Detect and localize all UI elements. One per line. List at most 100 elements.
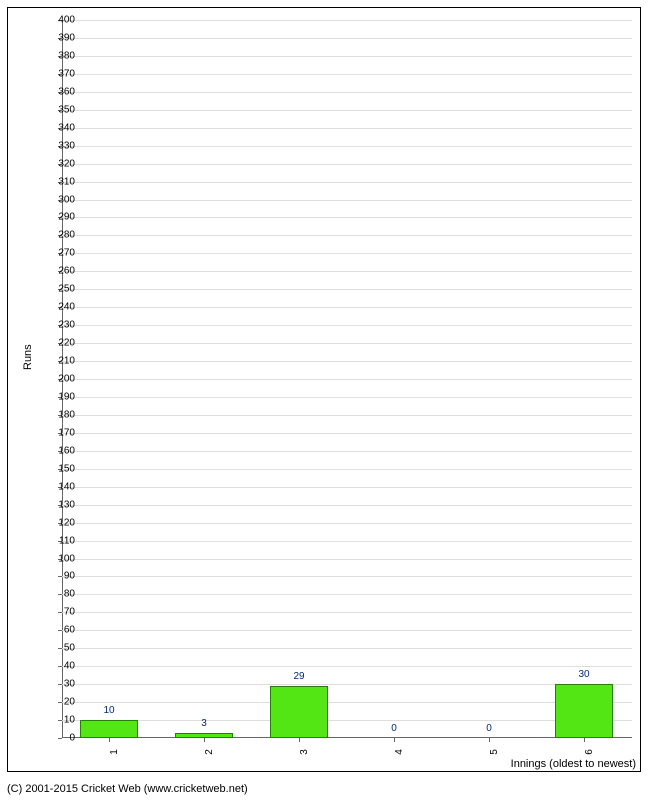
grid-line [62, 289, 632, 290]
y-tick-label: 0 [69, 733, 75, 744]
y-tick-label: 110 [59, 535, 75, 546]
y-tick-label: 320 [58, 158, 75, 169]
bar [555, 684, 613, 738]
x-tick-label: 6 [584, 749, 595, 755]
y-tick-mark [58, 576, 62, 577]
y-tick-label: 230 [58, 320, 75, 331]
grid-line [62, 487, 632, 488]
y-tick-label: 280 [58, 230, 75, 241]
grid-line [62, 523, 632, 524]
grid-line [62, 110, 632, 111]
y-tick-label: 30 [64, 679, 75, 690]
y-tick-mark [58, 666, 62, 667]
x-tick-label: 5 [489, 749, 500, 755]
x-tick-mark [489, 738, 490, 742]
x-tick-label: 2 [204, 749, 215, 755]
copyright-text: (C) 2001-2015 Cricket Web (www.cricketwe… [7, 783, 248, 795]
x-tick-mark [299, 738, 300, 742]
x-tick-label: 1 [109, 749, 120, 755]
grid-line [62, 307, 632, 308]
y-tick-label: 170 [58, 427, 75, 438]
y-tick-mark [58, 612, 62, 613]
y-tick-mark [58, 630, 62, 631]
grid-line [62, 702, 632, 703]
grid-line [62, 505, 632, 506]
grid-line [62, 182, 632, 183]
y-tick-label: 390 [58, 32, 75, 43]
grid-line [62, 379, 632, 380]
y-tick-mark [58, 702, 62, 703]
y-tick-label: 220 [58, 338, 75, 349]
y-tick-label: 90 [64, 571, 75, 582]
grid-line [62, 56, 632, 57]
x-tick-mark [394, 738, 395, 742]
grid-line [62, 684, 632, 685]
y-tick-label: 150 [58, 463, 75, 474]
grid-line [62, 38, 632, 39]
grid-line [62, 325, 632, 326]
x-tick-mark [584, 738, 585, 742]
y-tick-mark [58, 594, 62, 595]
x-tick-mark [204, 738, 205, 742]
y-tick-label: 130 [58, 499, 75, 510]
grid-line [62, 217, 632, 218]
y-tick-label: 200 [58, 374, 75, 385]
x-tick-label: 4 [394, 749, 405, 755]
grid-line [62, 541, 632, 542]
bar-value-label: 30 [578, 669, 589, 680]
y-tick-mark [58, 738, 62, 739]
y-tick-label: 290 [58, 212, 75, 223]
y-tick-label: 10 [64, 715, 75, 726]
y-tick-label: 380 [58, 50, 75, 61]
y-tick-label: 360 [58, 86, 75, 97]
grid-line [62, 666, 632, 667]
grid-line [62, 164, 632, 165]
grid-line [62, 200, 632, 201]
bar-value-label: 0 [391, 723, 397, 734]
y-tick-label: 120 [58, 517, 75, 528]
y-tick-label: 400 [58, 15, 75, 26]
x-tick-mark [109, 738, 110, 742]
y-tick-mark [58, 720, 62, 721]
y-tick-label: 100 [58, 553, 75, 564]
y-tick-label: 180 [58, 409, 75, 420]
y-tick-mark [58, 684, 62, 685]
x-axis-line [62, 737, 632, 738]
y-tick-label: 80 [64, 589, 75, 600]
grid-line [62, 612, 632, 613]
grid-line [62, 128, 632, 129]
grid-line [62, 343, 632, 344]
y-tick-label: 370 [58, 68, 75, 79]
y-axis-title: Runs [22, 344, 34, 370]
grid-line [62, 253, 632, 254]
plot-area: 101322930405306 [62, 20, 632, 738]
bar-value-label: 29 [293, 671, 304, 682]
y-tick-label: 20 [64, 697, 75, 708]
y-tick-label: 300 [58, 194, 75, 205]
y-tick-label: 260 [58, 266, 75, 277]
grid-line [62, 433, 632, 434]
grid-line [62, 451, 632, 452]
y-tick-label: 190 [58, 391, 75, 402]
grid-line [62, 146, 632, 147]
x-axis-title: Innings (oldest to newest) [511, 758, 636, 770]
grid-line [62, 397, 632, 398]
grid-line [62, 415, 632, 416]
bar-value-label: 10 [103, 705, 114, 716]
y-tick-label: 50 [64, 643, 75, 654]
bar [80, 720, 138, 738]
y-tick-label: 310 [58, 176, 75, 187]
x-tick-label: 3 [299, 749, 310, 755]
grid-line [62, 469, 632, 470]
y-tick-label: 210 [58, 356, 75, 367]
grid-line [62, 630, 632, 631]
y-tick-label: 40 [64, 661, 75, 672]
y-tick-label: 350 [58, 104, 75, 115]
chart-container: 101322930405306 Runs (C) 2001-2015 Crick… [0, 0, 650, 800]
bar [270, 686, 328, 738]
grid-line [62, 720, 632, 721]
y-tick-label: 160 [58, 445, 75, 456]
grid-line [62, 20, 632, 21]
y-tick-label: 240 [58, 302, 75, 313]
grid-line [62, 74, 632, 75]
